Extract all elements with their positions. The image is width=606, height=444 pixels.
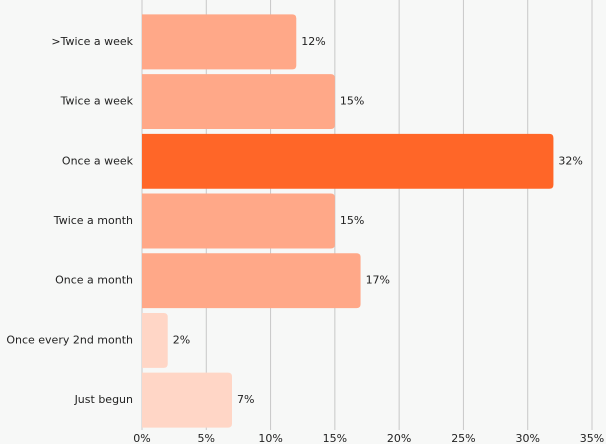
- bar: [142, 253, 361, 309]
- y-tick-label: Once a month: [55, 274, 133, 287]
- value-label: 7%: [237, 393, 254, 406]
- value-label: 32%: [558, 154, 582, 167]
- y-tick-label: Twice a month: [53, 214, 133, 227]
- value-label: 12%: [301, 35, 325, 48]
- y-tick-label: Twice a week: [60, 95, 134, 108]
- x-tick-label: 30%: [515, 432, 539, 444]
- x-tick-label: 5%: [198, 432, 215, 444]
- bar: [142, 312, 168, 368]
- y-tick-label: Just begun: [74, 393, 133, 406]
- value-label: 15%: [340, 214, 364, 227]
- bar: [142, 372, 232, 428]
- value-label: 15%: [340, 95, 364, 108]
- y-tick-label: Once a week: [62, 154, 134, 167]
- bar: [142, 193, 335, 249]
- x-tick-label: 0%: [133, 432, 150, 444]
- value-label: 2%: [173, 333, 190, 346]
- x-tick-label: 35%: [580, 432, 604, 444]
- bar: [142, 74, 335, 130]
- y-tick-label: >Twice a week: [51, 35, 133, 48]
- x-tick-label: 25%: [451, 432, 475, 444]
- x-tick-label: 10%: [258, 432, 282, 444]
- y-tick-label: Once every 2nd month: [6, 333, 133, 346]
- x-tick-label: 15%: [323, 432, 347, 444]
- x-tick-label: 20%: [387, 432, 411, 444]
- bar: [142, 133, 554, 189]
- value-label: 17%: [366, 274, 390, 287]
- bar: [142, 14, 297, 70]
